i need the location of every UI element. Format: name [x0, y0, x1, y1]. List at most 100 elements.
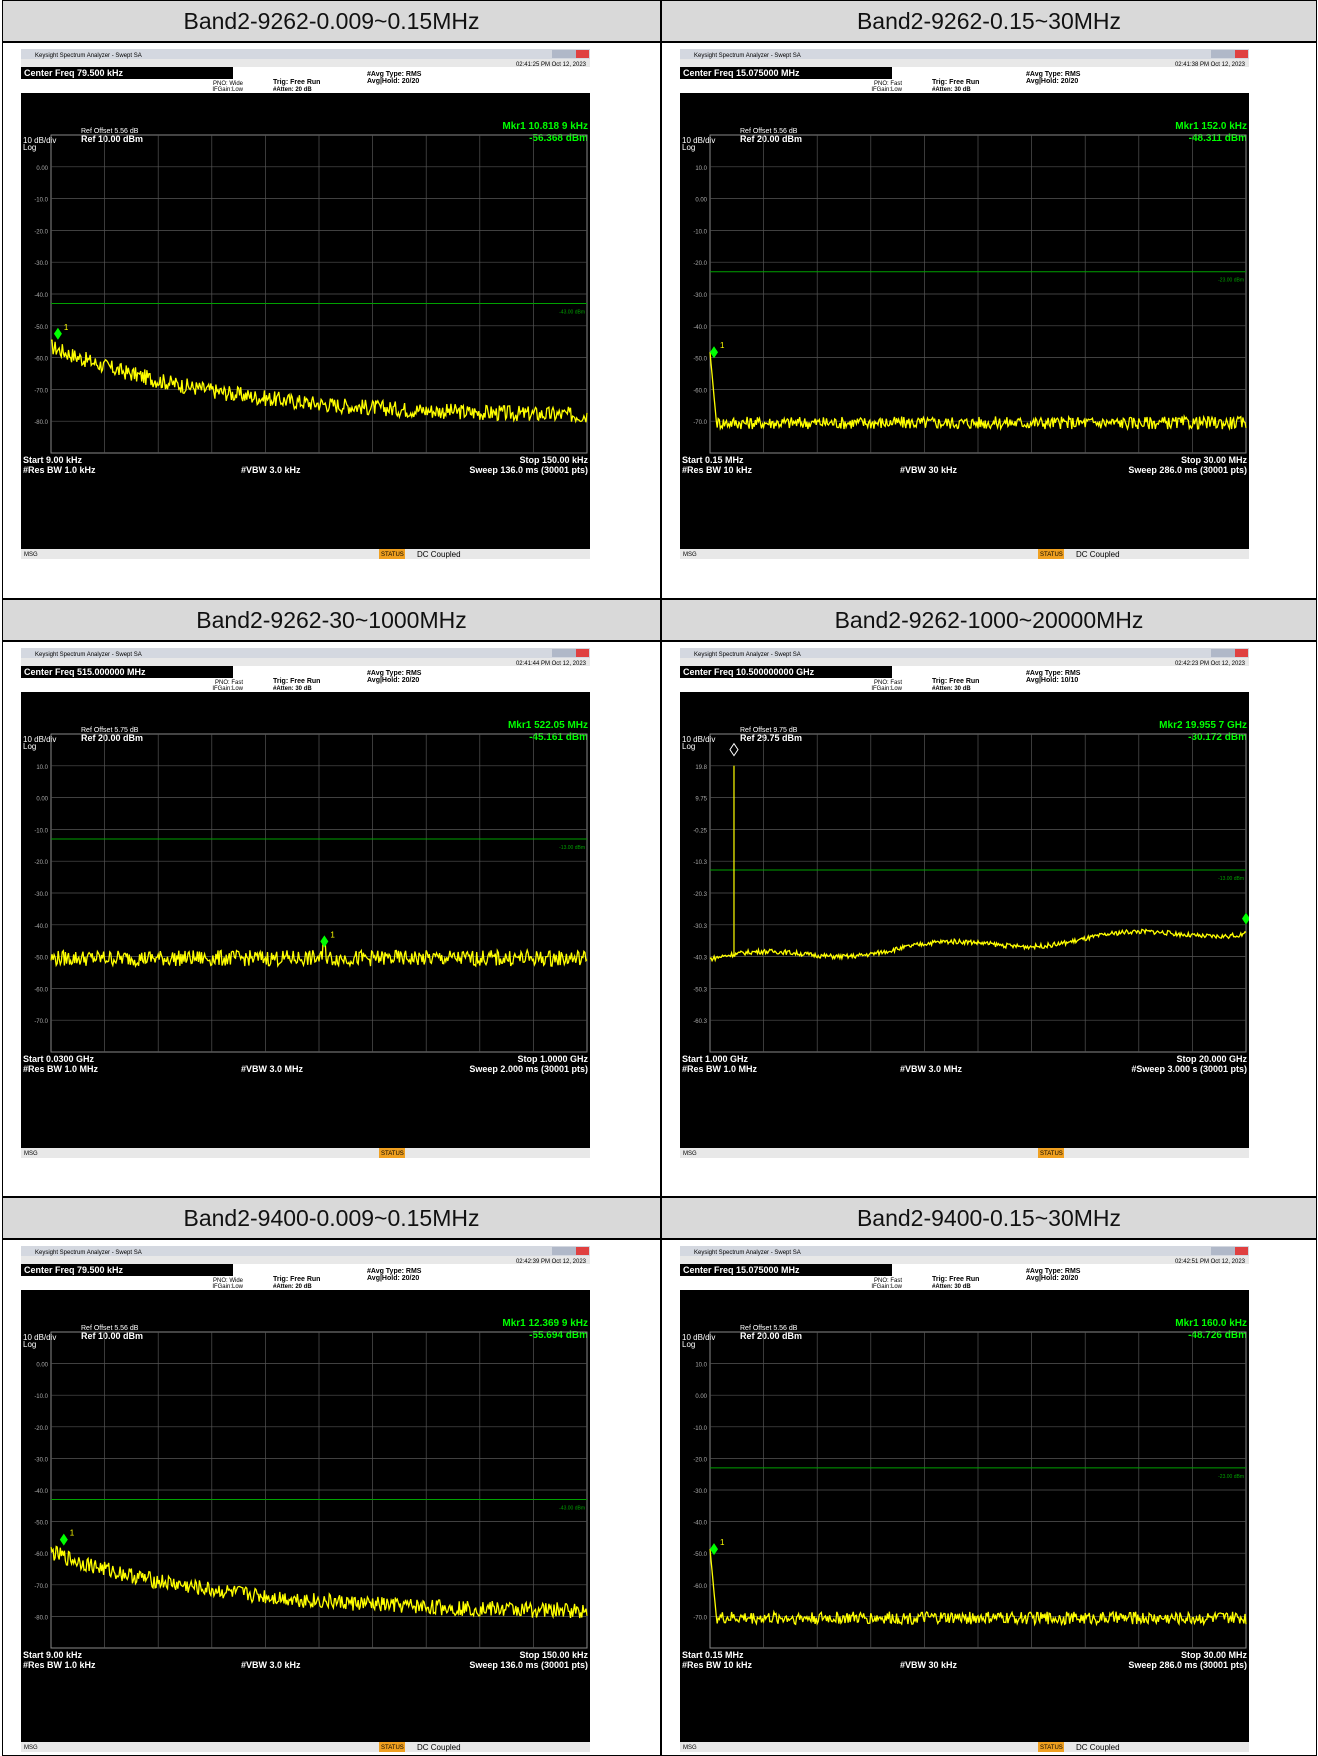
trigger-setting: Trig: Free Run: [932, 79, 979, 86]
center-freq-box: [680, 1264, 892, 1276]
ref-level: Ref 20.00 dBm: [81, 733, 143, 743]
sweep-time: Sweep 136.0 ms (30001 pts): [469, 1660, 588, 1670]
ref-level: Ref 20.00 dBm: [740, 1331, 802, 1341]
status-indicator: [1038, 549, 1064, 559]
marker-number: 1: [64, 323, 69, 332]
y-tick-label: -10.0: [34, 198, 48, 204]
maximize-button[interactable]: [564, 1247, 576, 1255]
y-tick-label: -20.0: [34, 860, 48, 866]
ifgain-setting: IFGain:Low: [871, 686, 902, 692]
y-tick-label: -20.0: [693, 1457, 707, 1463]
y-tick-label: -70.0: [693, 1615, 707, 1621]
window-titlebar: [21, 49, 590, 59]
video-bw: #VBW 3.0 kHz: [241, 465, 301, 475]
trace-line: [709, 928, 1247, 963]
y-tick-label: -20.0: [34, 1426, 48, 1432]
marker-amplitude: -55.694 dBm: [529, 1330, 588, 1341]
y-tick-label: -30.0: [34, 892, 48, 898]
spectrum-plot: Keysight Spectrum Analyzer - Swept SA 02:…: [21, 1246, 590, 1752]
y-tick-label: -10.0: [34, 1394, 48, 1400]
panel-caption: Band2-9262-30~1000MHz: [2, 599, 661, 641]
spectrum-analyzer-screenshot: Keysight Spectrum Analyzer - Swept SA 02:…: [680, 49, 1249, 559]
timestamp: 02:42:51 PM Oct 12, 2023: [1175, 1259, 1246, 1265]
maximize-button[interactable]: [1223, 1247, 1235, 1255]
minimize-button[interactable]: [552, 50, 564, 58]
marker-diamond: [320, 935, 329, 948]
center-freq: Center Freq 15.075000 MHz: [683, 1265, 800, 1275]
res-bw: #Res BW 1.0 MHz: [682, 1064, 758, 1074]
scale-label: 10 dB/div: [23, 1333, 56, 1342]
trace-line: [709, 1549, 1247, 1627]
scale-label: 10 dB/div: [682, 1333, 715, 1342]
timestamp: 02:41:44 PM Oct 12, 2023: [516, 661, 587, 667]
header-strip: [680, 658, 1249, 666]
marker-diamond: [710, 1543, 718, 1556]
center-freq-box: [680, 67, 892, 79]
y-tick-label: -60.0: [693, 1584, 707, 1590]
marker-diamond: [53, 327, 62, 340]
maximize-button[interactable]: [1223, 50, 1235, 58]
spectrum-analyzer-screenshot: Keysight Spectrum Analyzer - Swept SA 02:…: [21, 1246, 590, 1752]
y-tick-label: -0.25: [693, 828, 707, 834]
timestamp: 02:42:39 PM Oct 12, 2023: [516, 1259, 587, 1265]
y-tick-label: -70.0: [34, 1019, 48, 1025]
center-freq-box: [21, 67, 233, 79]
maximize-button[interactable]: [564, 50, 576, 58]
center-freq: Center Freq 10.500000000 GHz: [683, 667, 815, 677]
y-tick-label: -20.0: [34, 229, 48, 235]
stop-freq: Stop 30.00 MHz: [1181, 1650, 1248, 1660]
coupling-status: DC Coupled: [1076, 550, 1120, 559]
center-freq-box: [21, 1264, 233, 1276]
pno-setting: PNO: Fast: [215, 680, 243, 686]
close-button[interactable]: [576, 50, 589, 58]
y-tick-label: -30.0: [34, 1457, 48, 1463]
limit-label: -13.00 dBm: [1218, 876, 1244, 882]
header-strip: [680, 1256, 1249, 1264]
maximize-button[interactable]: [1223, 649, 1235, 657]
window-title: Keysight Spectrum Analyzer - Swept SA: [694, 652, 801, 658]
minimize-button[interactable]: [1211, 1247, 1223, 1255]
minimize-button[interactable]: [1211, 50, 1223, 58]
y-tick-label: -60.0: [34, 987, 48, 993]
y-tick-label: 0.00: [36, 166, 48, 172]
y-tick-label: -80.0: [34, 1615, 48, 1621]
marker-amplitude: -56.368 dBm: [529, 133, 588, 144]
header-strip: [680, 59, 1249, 67]
minimize-button[interactable]: [1211, 649, 1223, 657]
spectrum-plot: Keysight Spectrum Analyzer - Swept SA 02:…: [680, 1246, 1249, 1752]
y-tick-label: 19.8: [695, 765, 707, 771]
minimize-button[interactable]: [552, 649, 564, 657]
status-indicator: [379, 1742, 405, 1752]
close-button[interactable]: [1235, 649, 1248, 657]
avg-type: #Avg Type: RMS: [1026, 71, 1081, 78]
spectrum-analyzer-screenshot: Keysight Spectrum Analyzer - Swept SA 02:…: [21, 648, 590, 1158]
close-button[interactable]: [576, 1247, 589, 1255]
center-freq: Center Freq 79.500 kHz: [24, 68, 124, 78]
window-title: Keysight Spectrum Analyzer - Swept SA: [35, 1250, 142, 1256]
y-tick-label: -80.0: [34, 420, 48, 426]
scale-label: 10 dB/div: [23, 136, 56, 145]
y-tick-label: -10.0: [693, 1426, 707, 1432]
sweep-time: Sweep 286.0 ms (30001 pts): [1128, 465, 1247, 475]
close-button[interactable]: [1235, 1247, 1248, 1255]
center-freq: Center Freq 15.075000 MHz: [683, 68, 800, 78]
attenuation-setting: #Atten: 30 dB: [932, 1284, 971, 1290]
ref-offset: Ref Offset 5.56 dB: [81, 128, 139, 135]
close-button[interactable]: [576, 649, 589, 657]
timestamp: 02:41:25 PM Oct 12, 2023: [516, 62, 587, 68]
avg-hold: Avg|Hold: 20/20: [1026, 78, 1078, 85]
ref-level: Ref 10.00 dBm: [81, 134, 143, 144]
header-strip: [21, 658, 590, 666]
res-bw: #Res BW 1.0 MHz: [23, 1064, 99, 1074]
y-tick-label: -20.0: [693, 261, 707, 267]
minimize-button[interactable]: [552, 1247, 564, 1255]
status-bar: [680, 1148, 1249, 1158]
window-titlebar: [680, 1246, 1249, 1256]
ifgain-setting: IFGain:Low: [212, 686, 243, 692]
maximize-button[interactable]: [564, 649, 576, 657]
marker-frequency: Mkr2 19.955 7 GHz: [1159, 720, 1247, 731]
attenuation-setting: #Atten: 20 dB: [273, 87, 312, 93]
y-tick-label: 10.0: [695, 1363, 707, 1369]
status-bar: [680, 549, 1249, 559]
close-button[interactable]: [1235, 50, 1248, 58]
